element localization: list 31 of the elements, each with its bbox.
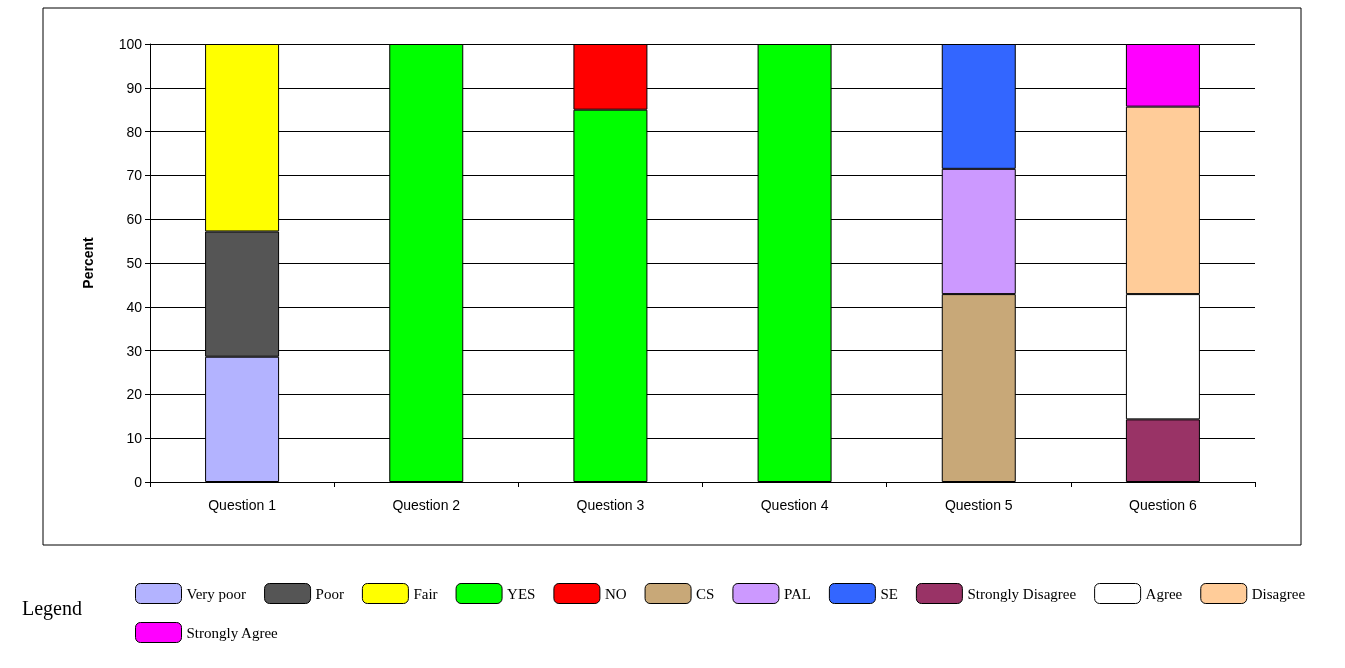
legend-label: Disagree	[1251, 585, 1306, 602]
x-tick-label: Question 2	[392, 497, 461, 513]
x-tick-label: Question 4	[760, 497, 829, 513]
y-tick-label: 30	[126, 342, 143, 359]
legend-label: Agree	[1145, 585, 1183, 602]
legend-label: SE	[880, 585, 898, 602]
y-tick-label: 70	[126, 167, 143, 184]
legend-label: Strongly Agree	[186, 624, 279, 641]
y-tick-label: 10	[126, 430, 143, 447]
legend-label: Strongly Disagree	[967, 585, 1077, 602]
legend-label: Very poor	[186, 585, 247, 602]
legend-label: PAL	[783, 585, 811, 602]
x-tick-label: Question 3	[576, 497, 645, 513]
y-tick-label: 100	[118, 36, 143, 52]
y-tick-label: 50	[126, 255, 143, 271]
legend-label: Poor	[315, 585, 344, 602]
x-tick-label: Question 5	[944, 497, 1013, 513]
y-tick-label: 0	[134, 474, 143, 490]
y-tick-label: 20	[126, 386, 143, 403]
legend-label: NO	[604, 585, 627, 602]
y-tick-label: 40	[126, 298, 143, 315]
x-tick-label: Question 1	[208, 497, 277, 513]
y-tick-label: 90	[126, 79, 143, 96]
legend-label: Fair	[413, 585, 438, 602]
y-tick-label: 80	[126, 123, 143, 140]
y-axis-title: Percent	[80, 236, 96, 289]
legend-label: YES	[507, 585, 536, 602]
legend-label: CS	[696, 585, 715, 602]
y-tick-label: 60	[126, 211, 143, 228]
legend-title: Legend	[22, 597, 82, 620]
x-tick-label: Question 6	[1129, 497, 1197, 513]
